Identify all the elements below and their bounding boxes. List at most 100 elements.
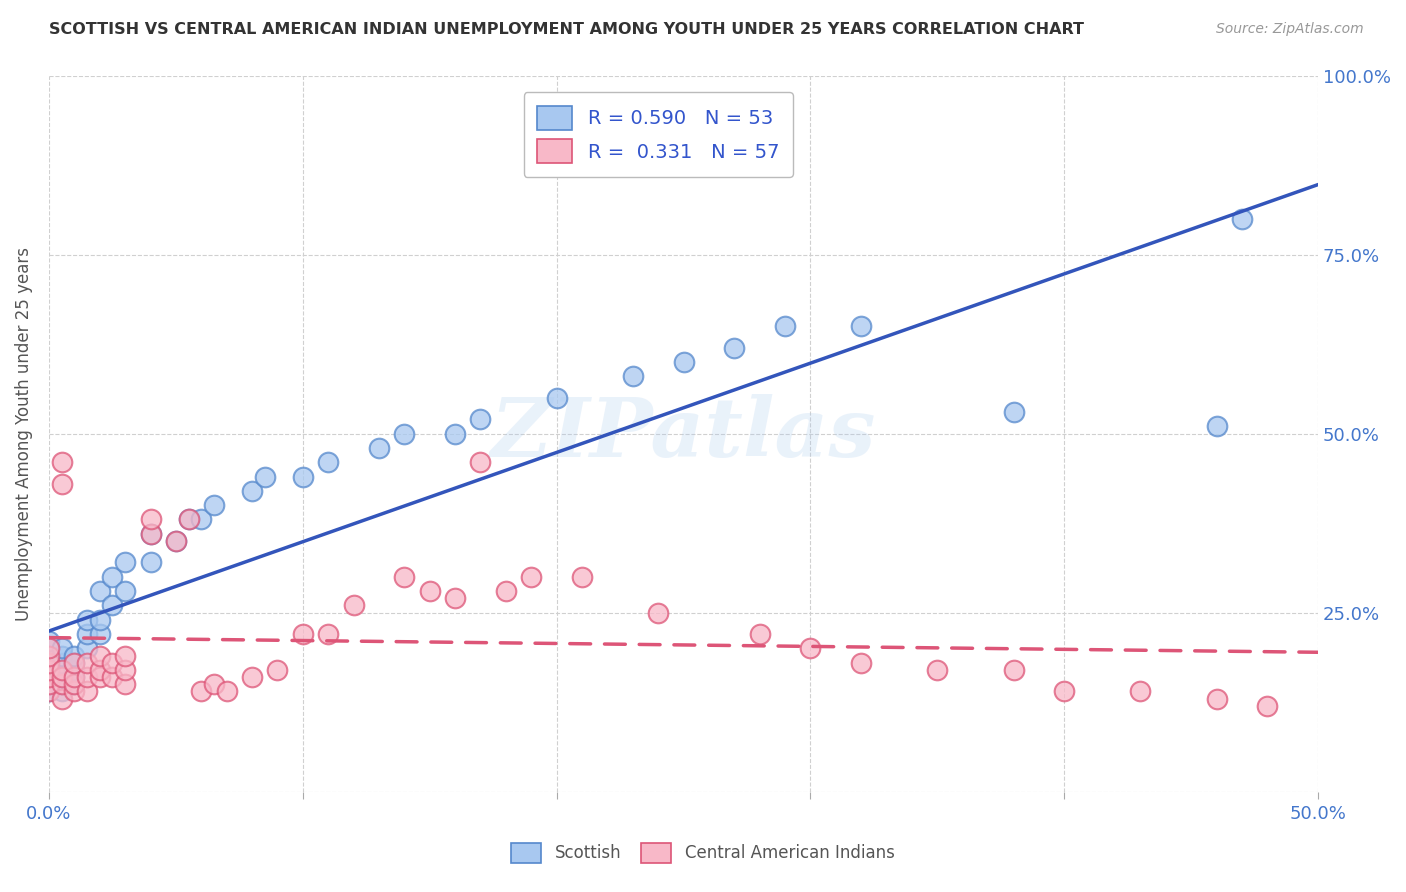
Point [51, 641, 73, 656]
Point [114, 556, 136, 570]
Point [51, 670, 73, 684]
Text: Source: ZipAtlas.com: Source: ZipAtlas.com [1216, 22, 1364, 37]
Point [927, 663, 949, 677]
Point [38, 677, 60, 691]
Point [38, 648, 60, 663]
Point [89, 584, 111, 599]
Point [114, 677, 136, 691]
Point [89, 670, 111, 684]
Point [165, 533, 187, 548]
Legend: R = 0.590   N = 53, R =  0.331   N = 57: R = 0.590 N = 53, R = 0.331 N = 57 [523, 93, 793, 177]
Point [101, 599, 124, 613]
Point [647, 606, 669, 620]
Point [51, 648, 73, 663]
Point [139, 526, 162, 541]
Point [89, 627, 111, 641]
Point [76, 627, 98, 641]
Point [63, 648, 86, 663]
Point [63, 663, 86, 677]
Point [202, 498, 225, 512]
Point [1256, 698, 1278, 713]
Legend: Scottish, Central American Indians: Scottish, Central American Indians [502, 832, 904, 873]
Point [63, 656, 86, 670]
Point [1230, 211, 1253, 226]
Point [51, 677, 73, 691]
Point [748, 627, 770, 641]
Point [266, 663, 288, 677]
Point [368, 441, 391, 455]
Point [139, 512, 162, 526]
Point [114, 663, 136, 677]
Point [444, 591, 467, 606]
Point [38, 677, 60, 691]
Point [101, 656, 124, 670]
Point [240, 670, 263, 684]
Point [240, 483, 263, 498]
Point [1053, 684, 1076, 698]
Point [291, 627, 314, 641]
Point [63, 677, 86, 691]
Point [202, 677, 225, 691]
Point [851, 656, 873, 670]
Point [38, 648, 60, 663]
Point [177, 512, 200, 526]
Point [63, 677, 86, 691]
Point [51, 663, 73, 677]
Point [63, 684, 86, 698]
Point [63, 670, 86, 684]
Text: SCOTTISH VS CENTRAL AMERICAN INDIAN UNEMPLOYMENT AMONG YOUTH UNDER 25 YEARS CORR: SCOTTISH VS CENTRAL AMERICAN INDIAN UNEM… [49, 22, 1084, 37]
Point [51, 455, 73, 469]
Point [114, 584, 136, 599]
Point [51, 691, 73, 706]
Point [38, 634, 60, 648]
Point [89, 648, 111, 663]
Point [394, 426, 416, 441]
Point [89, 613, 111, 627]
Point [38, 663, 60, 677]
Point [253, 469, 276, 483]
Point [51, 677, 73, 691]
Point [1002, 663, 1025, 677]
Point [114, 648, 136, 663]
Point [316, 627, 339, 641]
Point [495, 584, 517, 599]
Point [76, 613, 98, 627]
Point [419, 584, 441, 599]
Point [51, 663, 73, 677]
Point [139, 526, 162, 541]
Point [215, 684, 238, 698]
Point [1002, 405, 1025, 419]
Point [1129, 684, 1152, 698]
Point [773, 319, 796, 334]
Point [38, 670, 60, 684]
Point [394, 570, 416, 584]
Point [177, 512, 200, 526]
Point [63, 670, 86, 684]
Text: ZIPatlas: ZIPatlas [491, 393, 876, 474]
Point [165, 533, 187, 548]
Point [101, 670, 124, 684]
Point [1205, 419, 1227, 434]
Point [38, 670, 60, 684]
Point [38, 684, 60, 698]
Point [851, 319, 873, 334]
Point [38, 656, 60, 670]
Point [342, 599, 364, 613]
Point [470, 455, 492, 469]
Point [76, 641, 98, 656]
Point [316, 455, 339, 469]
Point [291, 469, 314, 483]
Point [520, 570, 543, 584]
Y-axis label: Unemployment Among Youth under 25 years: Unemployment Among Youth under 25 years [15, 246, 32, 621]
Point [63, 656, 86, 670]
Point [76, 670, 98, 684]
Point [444, 426, 467, 441]
Point [51, 670, 73, 684]
Point [38, 663, 60, 677]
Point [723, 341, 745, 355]
Point [190, 684, 212, 698]
Point [470, 412, 492, 426]
Point [38, 641, 60, 656]
Point [139, 556, 162, 570]
Point [51, 684, 73, 698]
